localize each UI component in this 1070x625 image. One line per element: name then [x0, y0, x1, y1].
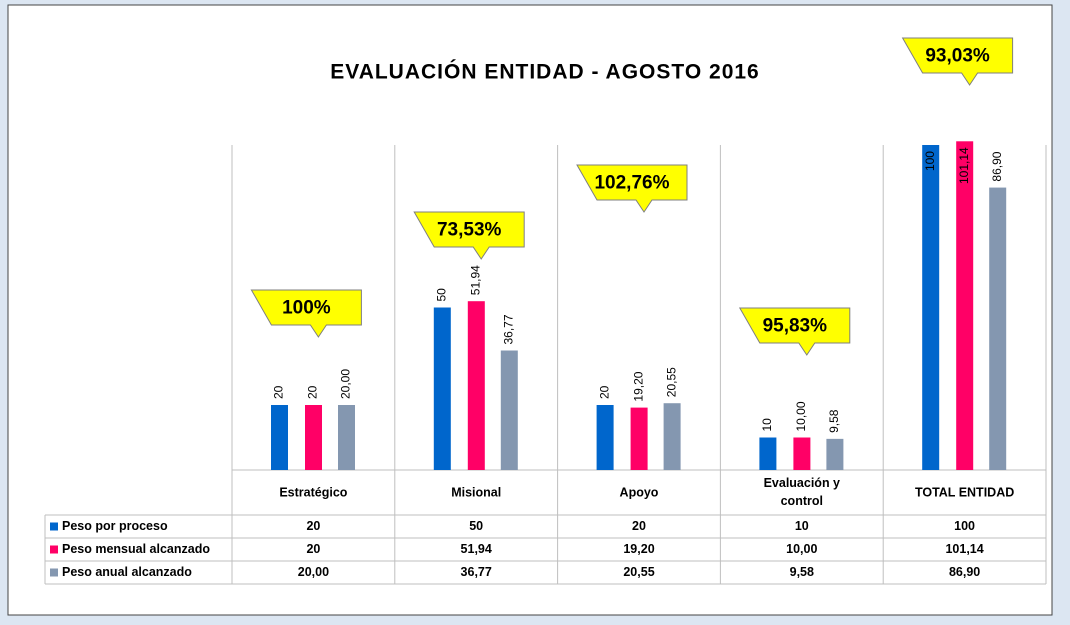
bar: [630, 407, 648, 470]
data-label: 20: [306, 385, 320, 399]
bar: [596, 405, 614, 470]
chart-area: [7, 4, 1053, 616]
legend-label: Peso anual alcanzado: [62, 565, 192, 579]
x-tick-label: Estratégico: [279, 485, 347, 499]
callout-label: 73,53%: [437, 220, 502, 241]
callout: [738, 307, 851, 356]
data-label: 10,00: [794, 401, 808, 431]
chart-title: EVALUACIÓN ENTIDAD - AGOSTO 2016: [330, 60, 760, 84]
callout-label: 102,76%: [594, 173, 669, 194]
table-cell: 20,55: [623, 565, 654, 579]
data-label: 9,58: [827, 409, 841, 433]
bar: [271, 405, 288, 470]
data-label: 101,14: [957, 147, 971, 184]
bar: [500, 350, 518, 470]
table-cell: 100: [954, 519, 975, 533]
bar: [956, 141, 974, 471]
bar: [826, 438, 844, 470]
callout: [413, 211, 525, 260]
data-label: 20,00: [339, 369, 353, 399]
table-cell: 36,77: [461, 565, 492, 579]
table-cell: 50: [469, 519, 483, 533]
x-tick-label: Misional: [451, 485, 501, 499]
bar: [663, 403, 681, 470]
callout-label: 100%: [282, 298, 331, 319]
callout-label: 93,03%: [925, 46, 990, 67]
data-label: 100: [923, 151, 937, 171]
table-cell: 86,90: [949, 565, 980, 579]
bar: [793, 437, 811, 470]
data-label: 19,20: [631, 371, 645, 401]
table-cell: 9,58: [790, 565, 814, 579]
table-cell: 20: [632, 519, 646, 533]
bar: [922, 145, 940, 470]
data-label: 10: [760, 418, 774, 432]
data-label: 20: [597, 385, 611, 399]
table-cell: 20,00: [298, 565, 329, 579]
callout: [576, 164, 688, 213]
x-tick-label: TOTAL ENTIDAD: [915, 485, 1014, 499]
table-cell: 51,94: [461, 542, 492, 556]
x-tick-label: Apoyo: [620, 485, 659, 499]
callout: [250, 289, 362, 338]
table-cell: 10,00: [786, 542, 817, 556]
x-tick-label: Evaluación y control: [764, 476, 840, 508]
legend-swatch: [50, 522, 58, 531]
bar: [467, 301, 485, 470]
table-cell: 10: [795, 519, 809, 533]
callout: [901, 37, 1014, 86]
table-cell: 19,20: [623, 542, 654, 556]
data-label: 50: [434, 288, 448, 302]
legend-label: Peso mensual alcanzado: [62, 542, 210, 556]
table-cell: 20: [306, 519, 320, 533]
data-label: 36,77: [501, 314, 515, 344]
data-label: 20,55: [664, 367, 678, 397]
legend-label: Peso por proceso: [62, 519, 168, 533]
table-cell: 20: [306, 542, 320, 556]
data-label: 51,94: [468, 265, 482, 295]
legend-swatch: [50, 545, 58, 554]
bar: [433, 307, 451, 470]
bar: [338, 405, 355, 470]
bar: [989, 187, 1007, 470]
bar: [759, 437, 777, 470]
callout-label: 95,83%: [763, 316, 828, 337]
bar: [305, 405, 322, 470]
data-label: 86,90: [990, 151, 1004, 181]
data-label: 20: [272, 385, 286, 399]
legend-swatch: [50, 568, 58, 577]
table-cell: 101,14: [945, 542, 983, 556]
